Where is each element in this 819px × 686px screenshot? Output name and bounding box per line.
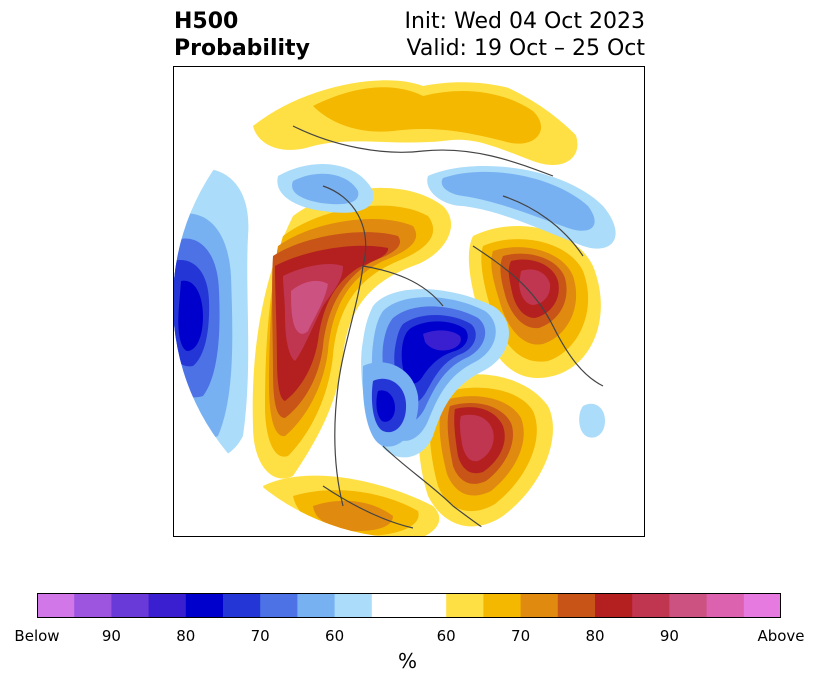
- colorbar-swatch: [595, 593, 633, 618]
- colorbar-swatch: [557, 593, 596, 618]
- variable-name: H500: [174, 9, 239, 34]
- colorbar-tick-label: 90: [101, 627, 121, 645]
- colorbar-swatch: [632, 593, 670, 618]
- trough-alaska: [292, 173, 359, 205]
- blue-anomaly-pacific: [178, 280, 203, 351]
- colorbar-tick-label: 70: [250, 627, 270, 645]
- colorbar-tick-label: Below: [14, 627, 60, 645]
- colorbar-tick-label: 80: [176, 627, 196, 645]
- colorbar-tick-label: Above: [757, 627, 805, 645]
- colorbar-swatch: [37, 593, 75, 618]
- colorbar-swatch: [743, 593, 781, 618]
- colorbar-swatch: [483, 593, 522, 618]
- ridge-south: [313, 500, 393, 532]
- colorbar: [37, 593, 781, 618]
- ridge-europe: [519, 269, 551, 305]
- colorbar-tick-label: 60: [436, 627, 456, 645]
- colorbar-swatch: [669, 593, 708, 618]
- colorbar-swatch: [706, 593, 745, 618]
- trough-atlantic-small: [579, 403, 605, 438]
- probability-map: [173, 66, 645, 538]
- colorbar-tick-label: 80: [585, 627, 605, 645]
- ridge-west: [291, 280, 328, 334]
- init-date: Init: Wed 04 Oct 2023: [404, 9, 645, 34]
- colorbar-tick-label: 70: [511, 627, 531, 645]
- colorbar-swatch: [74, 593, 112, 618]
- colorbar-tick-label: 60: [325, 627, 345, 645]
- colorbar-swatch: [446, 593, 484, 618]
- colorbar-swatch: [334, 593, 373, 618]
- trough-central: [423, 330, 461, 351]
- chart-title-left: H500 Probability: [174, 8, 310, 62]
- colorbar-swatch: [111, 593, 150, 618]
- colorbar-swatch: [371, 593, 447, 618]
- colorbar-tick-label: 90: [659, 627, 679, 645]
- colorbar-swatch: [260, 593, 298, 618]
- ridge-atlantic: [459, 414, 494, 462]
- coastlines: [292, 125, 604, 538]
- valid-period: Valid: 19 Oct – 25 Oct: [406, 36, 645, 61]
- colorbar-swatch: [520, 593, 559, 618]
- colorbar-label: %: [398, 649, 418, 673]
- product-name: Probability: [174, 36, 310, 61]
- colorbar-swatch: [185, 593, 224, 618]
- colorbar-swatch: [297, 593, 336, 618]
- colorbar-border: [37, 593, 781, 618]
- trough-eastcanada: [376, 390, 395, 422]
- colorbar-swatch: [148, 593, 187, 618]
- colorbar-swatch: [223, 593, 261, 618]
- chart-title-right: Init: Wed 04 Oct 2023 Valid: 19 Oct – 25…: [404, 8, 645, 62]
- ridge-north: [313, 87, 542, 144]
- map-svg: [173, 66, 645, 538]
